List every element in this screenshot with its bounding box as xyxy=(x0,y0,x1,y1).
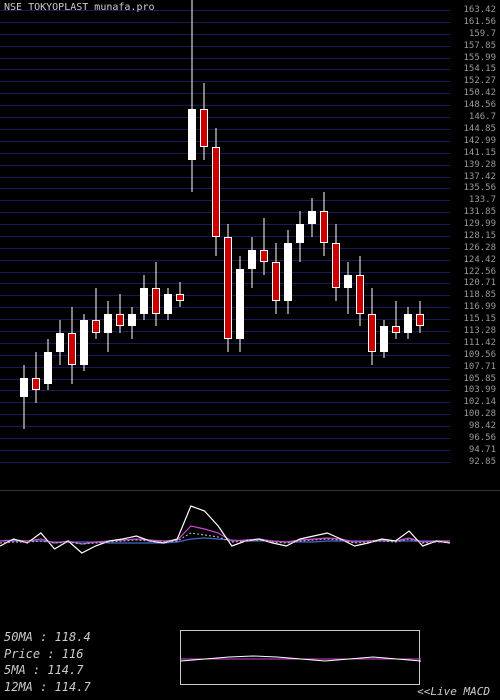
price-label: Price : 116 xyxy=(4,646,91,663)
ma5-label: 5MA : 114.7 xyxy=(4,662,91,679)
indicator-panel xyxy=(0,490,500,620)
ma12-label: 12MA : 114.7 xyxy=(4,679,91,696)
chart-title: NSE TOKYOPLAST munafa.pro xyxy=(4,2,155,13)
macd-label: <<Live MACD xyxy=(417,685,490,698)
y-axis: 163.42161.56159.7157.85155.99154.15152.2… xyxy=(450,0,500,480)
ma50-label: 50MA : 118.4 xyxy=(4,629,91,646)
info-box: 50MA : 118.4 Price : 116 5MA : 114.7 12M… xyxy=(4,629,91,696)
macd-inset xyxy=(180,630,420,685)
candlestick-chart xyxy=(0,0,450,480)
